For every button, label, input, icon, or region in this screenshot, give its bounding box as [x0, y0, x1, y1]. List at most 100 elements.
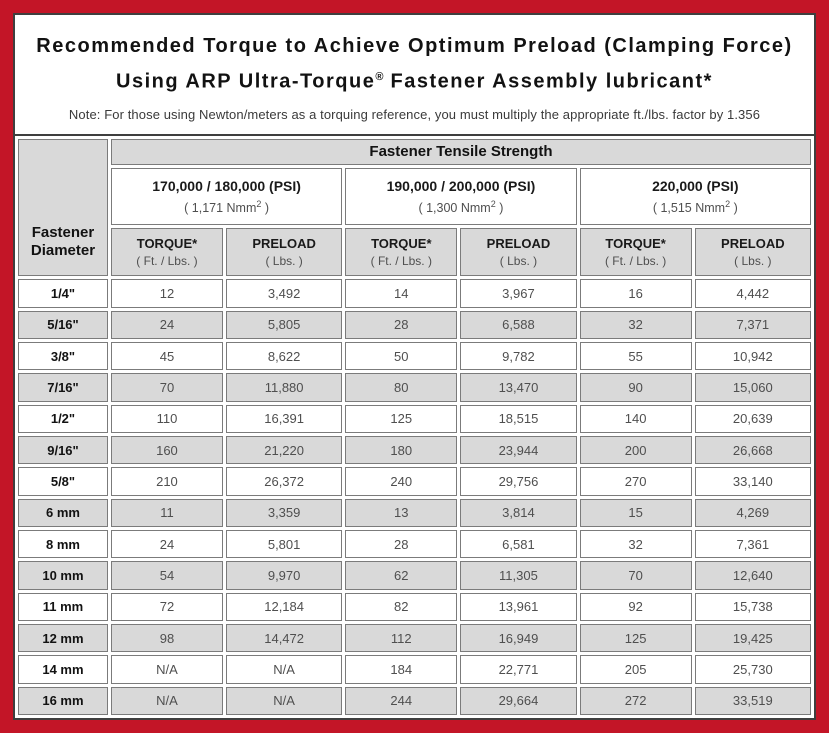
preload-value-cell: 7,361	[694, 529, 811, 559]
psi-label: 220,000 (PSI)	[652, 177, 739, 194]
torque-value-cell: 112	[345, 623, 458, 653]
table-body: 1/4" 12 3,492 14 3,967 16 4,442 5/16" 24 5,805 28 6…	[18, 279, 811, 715]
fastener-diameter-cell: 6 mm	[18, 498, 108, 527]
fastener-diameter-cell: 8 mm	[18, 529, 108, 559]
table-row: 1/2" 110 16,391 125 18,515 140 20,639	[18, 404, 811, 433]
psi-group-220: 220,000 (PSI) ( 1,515 Nmm2 )	[579, 167, 811, 225]
preload-value-cell: 3,967	[460, 279, 577, 308]
torque-value-cell: 55	[579, 341, 692, 371]
preload-value-cell: 15,060	[694, 373, 811, 402]
torque-column-header: TORQUE* ( Ft. / Lbs. )	[110, 227, 223, 277]
torque-value-cell: 90	[579, 373, 692, 402]
table-row: 14 mm N/A N/A 184 22,771 205 25,730	[18, 655, 811, 684]
content-panel: Recommended Torque to Achieve Optimum Pr…	[13, 13, 816, 720]
header-row-units: TORQUE* ( Ft. / Lbs. ) PRELOAD ( Lbs. ) …	[18, 227, 811, 277]
title-block: Recommended Torque to Achieve Optimum Pr…	[15, 15, 814, 122]
preload-value-cell: 3,359	[225, 498, 343, 527]
nmm-label: ( 1,515 Nmm2 )	[652, 198, 738, 215]
torque-value-cell: 210	[110, 467, 223, 496]
preload-value-cell: 3,814	[460, 498, 577, 527]
torque-value-cell: 140	[579, 404, 692, 433]
torque-value-cell: 125	[579, 623, 692, 653]
torque-value-cell: 200	[579, 435, 692, 465]
preload-value-cell: 9,782	[460, 341, 577, 371]
fastener-diameter-cell: 5/16"	[18, 310, 108, 339]
table-row: 5/16" 24 5,805 28 6,588 32 7,371	[18, 310, 811, 339]
preload-value-cell: 13,470	[460, 373, 577, 402]
header-row-psi: 170,000 / 180,000 (PSI) ( 1,171 Nmm2 ) 1…	[18, 167, 811, 225]
fastener-diameter-cell: 5/8"	[18, 467, 108, 496]
preload-value-cell: 14,472	[225, 623, 343, 653]
preload-value-cell: 5,801	[225, 529, 343, 559]
preload-value-cell: 25,730	[694, 655, 811, 684]
torque-value-cell: 180	[345, 435, 458, 465]
title-line2-text-end: Fastener Assembly lubricant*	[383, 70, 713, 93]
torque-value-cell: 70	[110, 373, 223, 402]
preload-value-cell: 12,184	[225, 592, 343, 621]
preload-value-cell: 20,639	[694, 404, 811, 433]
fastener-diameter-cell: 10 mm	[18, 561, 108, 590]
tensile-strength-header: Fastener Tensile Strength	[110, 138, 811, 165]
fastener-diameter-cell: 11 mm	[18, 592, 108, 621]
torque-column-header: TORQUE* ( Ft. / Lbs. )	[345, 227, 458, 277]
torque-value-cell: 62	[345, 561, 458, 590]
preload-value-cell: 4,269	[694, 498, 811, 527]
table-row: 7/16" 70 11,880 80 13,470 90 15,060	[18, 373, 811, 402]
table-row: 3/8" 45 8,622 50 9,782 55 10,942	[18, 341, 811, 371]
torque-value-cell: 82	[345, 592, 458, 621]
table-row: 8 mm 24 5,801 28 6,581 32 7,361	[18, 529, 811, 559]
torque-value-cell: 11	[110, 498, 223, 527]
torque-value-cell: 32	[579, 310, 692, 339]
preload-value-cell: 15,738	[694, 592, 811, 621]
corner-header-fastener-diameter: Fastener Diameter	[18, 138, 108, 277]
preload-value-cell: 6,588	[460, 310, 577, 339]
torque-value-cell: 70	[579, 561, 692, 590]
preload-value-cell: 8,622	[225, 341, 343, 371]
psi-group-170-180: 170,000 / 180,000 (PSI) ( 1,171 Nmm2 )	[110, 167, 343, 225]
psi-label: 170,000 / 180,000 (PSI)	[152, 177, 301, 194]
preload-value-cell: 7,371	[694, 310, 811, 339]
preload-value-cell: 10,942	[694, 341, 811, 371]
psi-label: 190,000 / 200,000 (PSI)	[386, 177, 536, 194]
torque-value-cell: 160	[110, 435, 223, 465]
table-row: 6 mm 11 3,359 13 3,814 15 4,269	[18, 498, 811, 527]
preload-value-cell: 11,880	[225, 373, 343, 402]
preload-column-header: PRELOAD ( Lbs. )	[460, 227, 577, 277]
page-title-line2: Using ARP Ultra-Torque® Fastener Assembl…	[15, 62, 814, 98]
header-row-tensile: Fastener Diameter Fastener Tensile Stren…	[18, 138, 811, 277]
nmm-label: ( 1,300 Nmm2 )	[418, 198, 504, 215]
torque-value-cell: 92	[579, 592, 692, 621]
torque-value-cell: 28	[345, 529, 458, 559]
torque-value-cell: 15	[579, 498, 692, 527]
torque-value-cell: 80	[345, 373, 458, 402]
preload-value-cell: 11,305	[460, 561, 577, 590]
torque-value-cell: 270	[579, 467, 692, 496]
torque-value-cell: 32	[579, 529, 692, 559]
torque-value-cell: 125	[345, 404, 458, 433]
torque-table-wrap: Fastener Diameter Fastener Tensile Stren…	[15, 133, 814, 718]
table-row: 5/8" 210 26,372 240 29,756 270 33,140	[18, 467, 811, 496]
torque-value-cell: 16	[579, 279, 692, 308]
torque-value-cell: 24	[110, 310, 223, 339]
table-row: 10 mm 54 9,970 62 11,305 70 12,640	[18, 561, 811, 590]
psi-group-190-200: 190,000 / 200,000 (PSI) ( 1,300 Nmm2 )	[345, 167, 577, 225]
torque-value-cell: N/A	[110, 686, 223, 715]
preload-value-cell: 3,492	[225, 279, 343, 308]
preload-value-cell: 21,220	[225, 435, 343, 465]
preload-column-header: PRELOAD ( Lbs. )	[225, 227, 343, 277]
preload-value-cell: 18,515	[460, 404, 577, 433]
preload-value-cell: N/A	[225, 686, 343, 715]
torque-value-cell: 14	[345, 279, 458, 308]
nmm-label: ( 1,171 Nmm2 )	[184, 198, 270, 215]
torque-value-cell: 184	[345, 655, 458, 684]
table-row: 9/16" 160 21,220 180 23,944 200 26,668	[18, 435, 811, 465]
preload-value-cell: 26,668	[694, 435, 811, 465]
preload-value-cell: 16,949	[460, 623, 577, 653]
fastener-diameter-cell: 9/16"	[18, 435, 108, 465]
preload-value-cell: 33,519	[694, 686, 811, 715]
preload-value-cell: 29,664	[460, 686, 577, 715]
torque-table: Fastener Diameter Fastener Tensile Stren…	[15, 136, 814, 718]
preload-value-cell: 23,944	[460, 435, 577, 465]
torque-value-cell: 13	[345, 498, 458, 527]
